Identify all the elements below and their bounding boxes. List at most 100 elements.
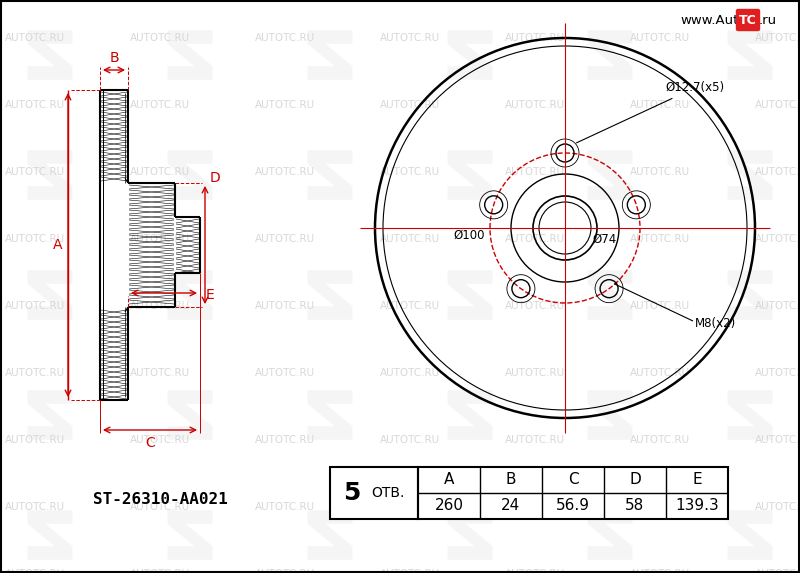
Text: AUTOTC.RU: AUTOTC.RU [380, 167, 440, 177]
Text: AUTOTC.RU: AUTOTC.RU [130, 569, 190, 573]
Text: 24: 24 [502, 499, 521, 513]
Polygon shape [307, 150, 353, 200]
Polygon shape [167, 270, 213, 320]
Text: Ø100: Ø100 [454, 229, 485, 241]
Polygon shape [307, 510, 353, 560]
Polygon shape [27, 30, 73, 80]
Text: AUTOTC.RU: AUTOTC.RU [5, 301, 65, 311]
Text: AUTOTC.RU: AUTOTC.RU [130, 502, 190, 512]
Text: A: A [444, 473, 454, 488]
Polygon shape [307, 270, 353, 320]
Text: AUTOTC.RU: AUTOTC.RU [630, 435, 690, 445]
Polygon shape [27, 270, 73, 320]
Text: AUTOTC.RU: AUTOTC.RU [130, 33, 190, 43]
Text: AUTOTC.RU: AUTOTC.RU [630, 100, 690, 110]
Text: 56.9: 56.9 [556, 499, 590, 513]
Text: AUTOTC.RU: AUTOTC.RU [380, 33, 440, 43]
Text: AUTOTC.RU: AUTOTC.RU [630, 502, 690, 512]
Text: AUTOTC.RU: AUTOTC.RU [630, 33, 690, 43]
Text: AUTOTC.RU: AUTOTC.RU [255, 368, 315, 378]
Text: AUTOTC.RU: AUTOTC.RU [630, 368, 690, 378]
Text: 58: 58 [626, 499, 645, 513]
Polygon shape [167, 510, 213, 560]
Text: AUTOTC.RU: AUTOTC.RU [5, 100, 65, 110]
Text: AUTOTC.RU: AUTOTC.RU [505, 301, 565, 311]
Text: AUTOTC.RU: AUTOTC.RU [255, 569, 315, 573]
Text: B: B [506, 473, 516, 488]
Polygon shape [727, 390, 773, 439]
Bar [330, 467, 418, 519]
Text: AUTOTC.RU: AUTOTC.RU [505, 100, 565, 110]
Polygon shape [587, 510, 633, 560]
Text: AUTOTC.RU: AUTOTC.RU [755, 301, 800, 311]
Text: AUTOTC.RU: AUTOTC.RU [505, 167, 565, 177]
Text: C: C [145, 436, 155, 450]
Text: AUTOTC.RU: AUTOTC.RU [630, 301, 690, 311]
Text: AUTOTC.RU: AUTOTC.RU [380, 502, 440, 512]
Polygon shape [587, 150, 633, 200]
Text: AUTOTC.RU: AUTOTC.RU [255, 234, 315, 244]
Text: Ø74: Ø74 [592, 232, 616, 245]
Text: AUTOTC.RU: AUTOTC.RU [755, 33, 800, 43]
Text: AUTOTC.RU: AUTOTC.RU [755, 100, 800, 110]
Text: AUTOTC.RU: AUTOTC.RU [130, 435, 190, 445]
Text: D: D [210, 171, 220, 185]
Text: E: E [206, 288, 214, 302]
Text: AUTOTC.RU: AUTOTC.RU [505, 569, 565, 573]
Polygon shape [307, 390, 353, 439]
Text: www.Auto: www.Auto [680, 14, 746, 26]
Polygon shape [307, 30, 353, 80]
Text: AUTOTC.RU: AUTOTC.RU [380, 100, 440, 110]
Text: AUTOTC.RU: AUTOTC.RU [380, 234, 440, 244]
Text: AUTOTC.RU: AUTOTC.RU [630, 569, 690, 573]
Polygon shape [447, 390, 493, 439]
Text: AUTOTC.RU: AUTOTC.RU [755, 234, 800, 244]
FancyBboxPatch shape [737, 10, 759, 30]
Text: 5: 5 [343, 481, 361, 505]
Text: AUTOTC.RU: AUTOTC.RU [380, 435, 440, 445]
Text: AUTOTC.RU: AUTOTC.RU [255, 167, 315, 177]
Text: AUTOTC.RU: AUTOTC.RU [505, 33, 565, 43]
Polygon shape [727, 510, 773, 560]
Text: AUTOTC.RU: AUTOTC.RU [255, 100, 315, 110]
Text: AUTOTC.RU: AUTOTC.RU [255, 33, 315, 43]
Text: AUTOTC.RU: AUTOTC.RU [505, 435, 565, 445]
Text: AUTOTC.RU: AUTOTC.RU [755, 569, 800, 573]
Text: AUTOTC.RU: AUTOTC.RU [130, 234, 190, 244]
Polygon shape [167, 150, 213, 200]
Text: AUTOTC.RU: AUTOTC.RU [5, 569, 65, 573]
Text: AUTOTC.RU: AUTOTC.RU [130, 100, 190, 110]
Text: AUTOTC.RU: AUTOTC.RU [380, 569, 440, 573]
Text: AUTOTC.RU: AUTOTC.RU [630, 167, 690, 177]
Text: AUTOTC.RU: AUTOTC.RU [505, 502, 565, 512]
Polygon shape [447, 510, 493, 560]
Polygon shape [167, 390, 213, 439]
Text: 139.3: 139.3 [675, 499, 719, 513]
Polygon shape [27, 150, 73, 200]
Text: AUTOTC.RU: AUTOTC.RU [5, 33, 65, 43]
Text: AUTOTC.RU: AUTOTC.RU [130, 301, 190, 311]
Polygon shape [727, 270, 773, 320]
Text: AUTOTC.RU: AUTOTC.RU [255, 301, 315, 311]
Polygon shape [727, 150, 773, 200]
Polygon shape [447, 270, 493, 320]
Text: AUTOTC.RU: AUTOTC.RU [380, 368, 440, 378]
Polygon shape [727, 30, 773, 80]
Text: AUTOTC.RU: AUTOTC.RU [255, 435, 315, 445]
Text: AUTOTC.RU: AUTOTC.RU [505, 368, 565, 378]
Text: M8(x2): M8(x2) [695, 316, 736, 329]
Text: AUTOTC.RU: AUTOTC.RU [755, 368, 800, 378]
Text: Ø12.7(x5): Ø12.7(x5) [577, 81, 724, 143]
Text: AUTOTC.RU: AUTOTC.RU [755, 435, 800, 445]
Text: ST-26310-AA021: ST-26310-AA021 [93, 493, 227, 508]
Bar [418, 467, 728, 519]
Text: AUTOTC.RU: AUTOTC.RU [5, 502, 65, 512]
Text: ОТВ.: ОТВ. [371, 486, 405, 500]
Text: 260: 260 [434, 499, 463, 513]
Text: AUTOTC.RU: AUTOTC.RU [755, 167, 800, 177]
Polygon shape [587, 270, 633, 320]
Text: C: C [568, 473, 578, 488]
Text: AUTOTC.RU: AUTOTC.RU [5, 368, 65, 378]
Text: A: A [54, 238, 62, 252]
Text: AUTOTC.RU: AUTOTC.RU [130, 167, 190, 177]
